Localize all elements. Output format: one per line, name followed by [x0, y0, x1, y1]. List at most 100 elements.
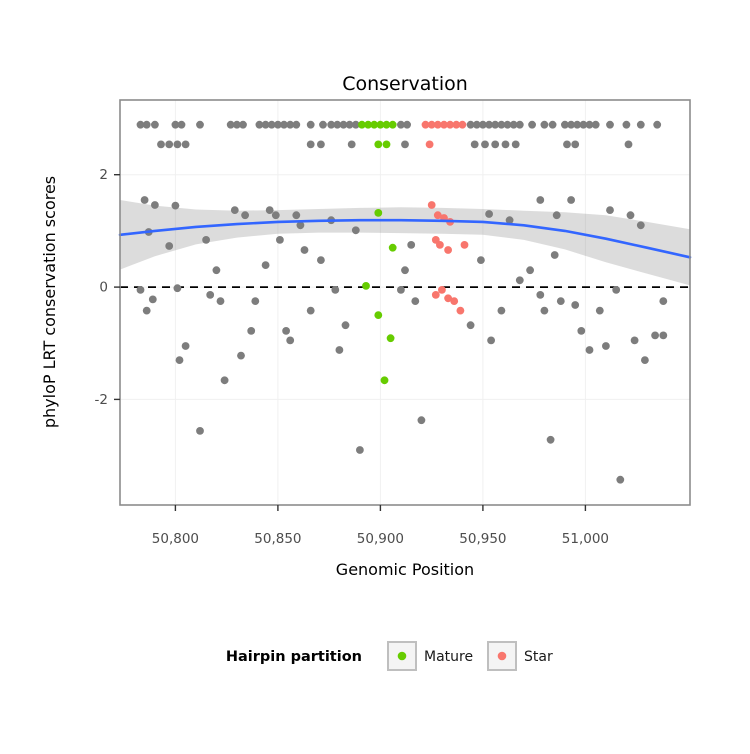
point-background	[509, 120, 518, 129]
point-background	[267, 120, 276, 129]
point-background	[591, 120, 600, 129]
point-mature	[374, 209, 383, 217]
plot-panel-border	[119, 99, 691, 506]
point-background	[401, 140, 409, 149]
point-background	[477, 256, 485, 264]
point-background	[261, 261, 270, 269]
point-background	[173, 284, 182, 293]
point-background	[397, 120, 405, 129]
plot-panel	[120, 100, 690, 505]
point-background	[292, 120, 301, 129]
point-background	[548, 120, 557, 129]
point-background	[479, 120, 487, 129]
legend-label-star: Star	[524, 649, 553, 665]
point-background	[653, 120, 662, 129]
point-background	[136, 286, 145, 294]
point-star	[425, 140, 434, 149]
point-background	[579, 120, 588, 129]
point-background	[407, 241, 416, 249]
legend-dot-mature	[397, 651, 407, 661]
y-tick-label: -2	[95, 392, 108, 408]
point-background	[202, 236, 211, 244]
point-star	[456, 306, 465, 315]
point-mature	[386, 334, 395, 343]
point-background	[577, 327, 586, 335]
point-mature	[382, 120, 391, 129]
point-background	[171, 120, 180, 129]
point-background	[216, 297, 225, 305]
point-background	[339, 120, 348, 129]
point-background	[546, 435, 555, 444]
point-background	[345, 120, 354, 129]
point-background	[181, 140, 190, 149]
point-background	[251, 297, 260, 305]
point-background	[142, 120, 151, 129]
point-background	[226, 120, 235, 129]
point-background	[659, 331, 668, 340]
point-background	[573, 120, 582, 129]
point-background	[595, 306, 604, 315]
point-background	[356, 446, 364, 454]
point-background	[341, 321, 350, 330]
point-mature	[388, 243, 397, 252]
point-background	[335, 346, 344, 354]
point-star	[444, 294, 452, 303]
point-background	[515, 276, 524, 285]
point-background	[585, 120, 594, 129]
point-background	[397, 286, 405, 294]
point-background	[331, 286, 340, 294]
point-star	[452, 120, 461, 129]
point-background	[148, 295, 157, 304]
point-background	[481, 140, 489, 149]
point-background	[151, 201, 159, 209]
point-background	[255, 120, 264, 129]
point-background	[556, 297, 565, 305]
point-background	[333, 120, 342, 129]
point-background	[140, 196, 149, 204]
point-background	[503, 120, 512, 129]
smooth-line	[118, 218, 692, 259]
point-star	[421, 120, 430, 129]
point-mature	[364, 120, 372, 129]
point-background	[571, 301, 580, 309]
point-background	[142, 306, 151, 315]
point-background	[306, 120, 315, 129]
point-background	[466, 321, 475, 330]
point-background	[175, 356, 184, 364]
point-background	[403, 120, 411, 129]
point-background	[280, 120, 288, 129]
y-axis-label: phyloP LRT conservation scores	[40, 176, 59, 428]
point-background	[292, 211, 301, 220]
point-background	[606, 206, 614, 215]
point-background	[271, 211, 280, 220]
point-background	[567, 196, 575, 204]
point-mature	[358, 120, 366, 129]
point-background	[261, 120, 270, 129]
y-tick-label: 0	[99, 280, 108, 296]
point-star	[436, 241, 444, 249]
point-mature	[374, 140, 383, 149]
point-background	[497, 120, 506, 129]
point-background	[626, 211, 635, 220]
point-background	[286, 120, 295, 129]
point-star	[431, 291, 440, 299]
point-background	[220, 376, 229, 385]
point-background	[552, 211, 561, 220]
point-star	[433, 120, 442, 129]
point-background	[177, 120, 186, 129]
point-mature	[374, 311, 383, 319]
point-background	[306, 140, 315, 149]
point-background	[274, 120, 282, 129]
point-background	[536, 291, 545, 299]
point-background	[485, 120, 493, 129]
point-background	[511, 140, 520, 149]
point-background	[286, 336, 295, 345]
x-tick-label: 50,950	[459, 531, 506, 547]
point-background	[550, 251, 559, 259]
confidence-band	[120, 200, 690, 286]
point-background	[485, 210, 493, 218]
point-background	[659, 297, 668, 305]
point-background	[563, 140, 571, 149]
plot-layer	[118, 100, 692, 505]
point-background	[233, 120, 241, 129]
